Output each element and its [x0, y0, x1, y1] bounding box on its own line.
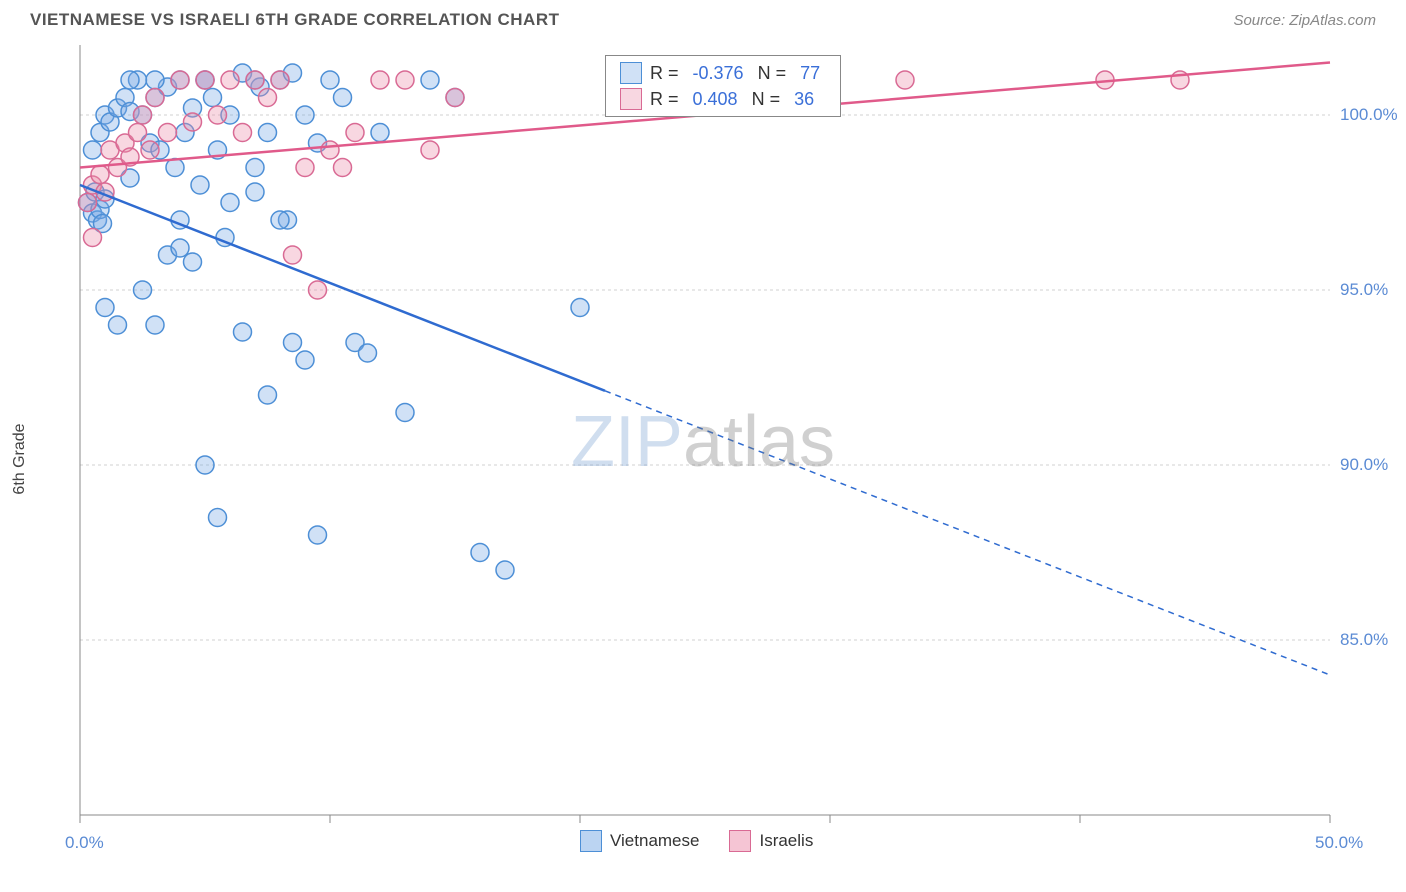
r-value: 0.408	[693, 89, 738, 110]
x-tick-label: 0.0%	[65, 833, 104, 853]
series-swatch	[620, 88, 642, 110]
n-label: N =	[758, 63, 787, 84]
n-value: 36	[794, 89, 814, 110]
legend-item: Israelis	[729, 830, 813, 852]
r-value: -0.376	[693, 63, 744, 84]
n-value: 77	[800, 63, 820, 84]
x-tick-label: 50.0%	[1315, 833, 1363, 853]
source-attribution: Source: ZipAtlas.com	[1233, 12, 1376, 29]
series-legend: Vietnamese Israelis	[580, 830, 813, 852]
y-tick-label: 100.0%	[1340, 105, 1390, 125]
chart-title: VIETNAMESE VS ISRAELI 6TH GRADE CORRELAT…	[30, 10, 560, 30]
stats-row: R = -0.376 N = 77	[606, 60, 840, 86]
legend-swatch	[580, 830, 602, 852]
correlation-stats-box: R = -0.376 N = 77 R = 0.408 N = 36	[605, 55, 841, 117]
scatter-plot	[30, 45, 1376, 872]
stats-row: R = 0.408 N = 36	[606, 86, 840, 112]
n-label: N =	[752, 89, 781, 110]
y-tick-label: 85.0%	[1340, 630, 1390, 650]
legend-label: Vietnamese	[610, 831, 699, 851]
r-label: R =	[650, 63, 679, 84]
legend-swatch	[729, 830, 751, 852]
series-swatch	[620, 62, 642, 84]
legend-label: Israelis	[759, 831, 813, 851]
legend-item: Vietnamese	[580, 830, 699, 852]
chart-container: 6th Grade ZIPatlas R = -0.376 N = 77 R =…	[30, 45, 1376, 872]
r-label: R =	[650, 89, 679, 110]
y-tick-label: 95.0%	[1340, 280, 1390, 300]
y-axis-label: 6th Grade	[11, 423, 29, 494]
y-tick-label: 90.0%	[1340, 455, 1390, 475]
